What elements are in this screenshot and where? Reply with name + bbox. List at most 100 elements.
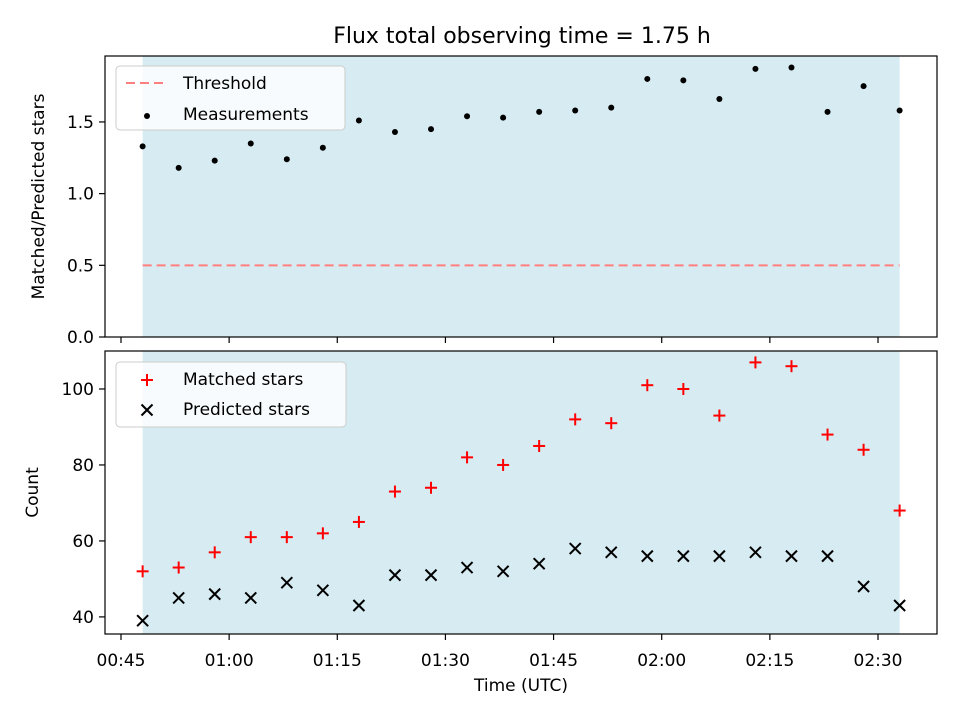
- top-y-tick-label: 0.5: [67, 256, 94, 276]
- bottom-legend: Matched stars Predicted stars: [115, 361, 347, 428]
- bottom-panel: 40 60 80 100 00:45 01:00 01:15 01:30 01:45 02:00…: [23, 350, 938, 696]
- matched-star-point: [208, 546, 221, 559]
- matched-star-point: [821, 428, 834, 441]
- predicted-star-point: [496, 565, 510, 578]
- predicted-star-point: [857, 580, 870, 593]
- legend-matched-label: Matched stars: [183, 370, 303, 390]
- bottom-y-tick-label: 80: [72, 456, 94, 476]
- top-y-ticks: 0.0 0.5 1.0 1.5: [67, 113, 105, 348]
- measurement-point: [680, 77, 687, 84]
- bottom-x-tick-label: 01:45: [529, 651, 578, 671]
- top-x-ticks: [120, 337, 879, 343]
- measurement-point: [355, 117, 362, 124]
- measurement-point: [283, 156, 290, 163]
- matched-star-point: [569, 413, 582, 426]
- predicted-star-point: [641, 549, 654, 563]
- predicted-star-point: [244, 591, 257, 605]
- predicted-star-point: [208, 587, 221, 601]
- matched-star-point: [605, 417, 618, 430]
- matched-star-point: [497, 458, 510, 471]
- bottom-x-tick-label: 01:15: [313, 651, 362, 671]
- predicted-stars-points: [136, 542, 906, 627]
- top-axes-frame: [104, 55, 938, 338]
- bottom-y-tick-label: 40: [72, 608, 94, 628]
- bottom-x-tick-label: 02:30: [854, 651, 903, 671]
- chart-title: Flux total observing time = 1.75 h: [333, 24, 711, 49]
- matched-star-point: [641, 379, 654, 392]
- matched-star-point: [677, 382, 690, 395]
- top-panel: 0.0 0.5 1.0 1.5 Matched/Predicted stars Thr…: [29, 55, 938, 348]
- bottom-y-tick-label: 100: [62, 380, 94, 400]
- matched-star-point: [280, 531, 293, 544]
- x-axis-label: Time (UTC): [473, 676, 568, 696]
- predicted-star-point: [568, 542, 582, 555]
- matched-star-point: [713, 409, 726, 422]
- measurement-point: [536, 108, 543, 115]
- predicted-star-point: [893, 599, 906, 612]
- top-legend: Threshold Measurements: [115, 65, 346, 131]
- measurement-point: [608, 104, 615, 111]
- predicted-star-point: [388, 568, 402, 582]
- matched-star-point: [461, 451, 474, 464]
- measurement-point: [319, 144, 326, 151]
- top-legend-box: [115, 65, 346, 131]
- bottom-x-tick-label: 01:30: [421, 651, 470, 671]
- matched-star-point: [316, 527, 329, 540]
- measurement-point: [139, 143, 146, 150]
- predicted-star-point: [677, 549, 690, 563]
- bottom-x-tick-label: 02:15: [745, 651, 794, 671]
- matched-star-point: [533, 439, 546, 452]
- measurement-point: [824, 108, 831, 115]
- measurement-point: [860, 83, 867, 90]
- bottom-axes-frame: [104, 350, 938, 635]
- top-y-tick-label: 1.0: [67, 185, 94, 205]
- legend-matched-swatch: [141, 374, 153, 386]
- measurement-points: [139, 64, 903, 171]
- predicted-star-point: [136, 614, 149, 627]
- measurement-point: [644, 75, 651, 82]
- predicted-star-point: [460, 561, 474, 574]
- measurement-point: [752, 65, 759, 72]
- measurement-point: [391, 128, 398, 135]
- predicted-star-point: [316, 584, 330, 597]
- measurement-point: [716, 96, 723, 103]
- predicted-star-point: [749, 546, 762, 559]
- bottom-y-tick-label: 60: [72, 532, 94, 552]
- measurement-point: [428, 126, 435, 133]
- predicted-star-point: [172, 591, 185, 605]
- bottom-y-ticks: 40 60 80 100: [62, 380, 105, 628]
- measurement-point: [572, 107, 579, 114]
- measurement-point: [211, 157, 218, 164]
- matched-star-point: [857, 443, 870, 456]
- matched-star-point: [352, 515, 365, 528]
- legend-measurement-swatch: [144, 113, 150, 119]
- measurement-point: [464, 113, 471, 120]
- predicted-star-point: [713, 549, 726, 563]
- matched-stars-points: [136, 356, 906, 578]
- predicted-star-point: [821, 549, 834, 563]
- legend-threshold-label: Threshold: [182, 74, 267, 94]
- top-y-tick-label: 0.0: [67, 328, 94, 348]
- top-y-axis-label: Matched/Predicted stars: [29, 93, 49, 299]
- matched-star-point: [388, 485, 401, 498]
- legend-predicted-label: Predicted stars: [183, 400, 310, 420]
- measurement-point: [896, 107, 903, 114]
- bottom-y-axis-label: Count: [23, 467, 43, 518]
- bottom-legend-box: [115, 361, 347, 428]
- bottom-x-tick-label: 01:00: [205, 651, 254, 671]
- matched-star-point: [172, 561, 185, 574]
- measurement-point: [175, 164, 182, 171]
- bottom-x-ticks: 00:45 01:00 01:15 01:30 01:45 02:00 02:15 02:30: [97, 634, 903, 671]
- bottom-x-tick-label: 00:45: [97, 651, 146, 671]
- matched-star-point: [244, 531, 257, 544]
- matched-star-point: [425, 481, 438, 494]
- bottom-x-tick-label: 02:00: [637, 651, 686, 671]
- predicted-star-point: [352, 599, 366, 612]
- matched-star-point: [749, 356, 762, 369]
- matched-star-point: [785, 360, 798, 373]
- predicted-star-point: [785, 549, 798, 563]
- legend-measurement-label: Measurements: [183, 105, 309, 125]
- legend-predicted-swatch: [140, 403, 154, 417]
- matched-star-point: [893, 504, 906, 517]
